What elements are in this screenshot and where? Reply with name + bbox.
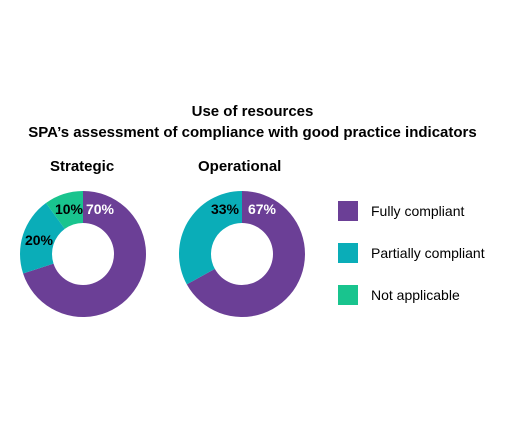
operational-chart-title: Operational	[198, 158, 282, 175]
chart-subtitle: SPA’s assessment of compliance with good…	[28, 124, 477, 141]
strategic-slice-fully-compliant	[23, 191, 147, 317]
operational-donut-chart: 67% 33%	[179, 191, 305, 317]
legend-label-not-applicable: Not applicable	[371, 287, 460, 303]
strategic-slice-partially-compliant	[20, 203, 65, 274]
legend-swatch-partially-compliant	[338, 243, 358, 263]
strategic-data-label-partially-compliant: 20%	[25, 232, 54, 248]
operational-slice-fully-compliant	[186, 191, 305, 317]
legend-label-partially-compliant: Partially compliant	[371, 245, 485, 261]
legend-swatch-fully-compliant	[338, 201, 358, 221]
operational-data-label-fully-compliant: 67%	[248, 201, 277, 217]
strategic-slice-not-applicable	[45, 191, 83, 229]
legend-label-fully-compliant: Fully compliant	[371, 203, 465, 219]
legend-swatch-not-applicable	[338, 285, 358, 305]
strategic-data-label-not-applicable: 10%	[55, 201, 84, 217]
operational-slice-partially-compliant	[179, 191, 242, 285]
chart-title: Use of resources	[191, 103, 314, 120]
strategic-data-label-fully-compliant: 70%	[86, 201, 115, 217]
operational-data-label-partially-compliant: 33%	[211, 201, 240, 217]
strategic-donut-chart: 70% 20%10%	[20, 191, 147, 317]
strategic-chart-title: Strategic	[50, 158, 115, 175]
